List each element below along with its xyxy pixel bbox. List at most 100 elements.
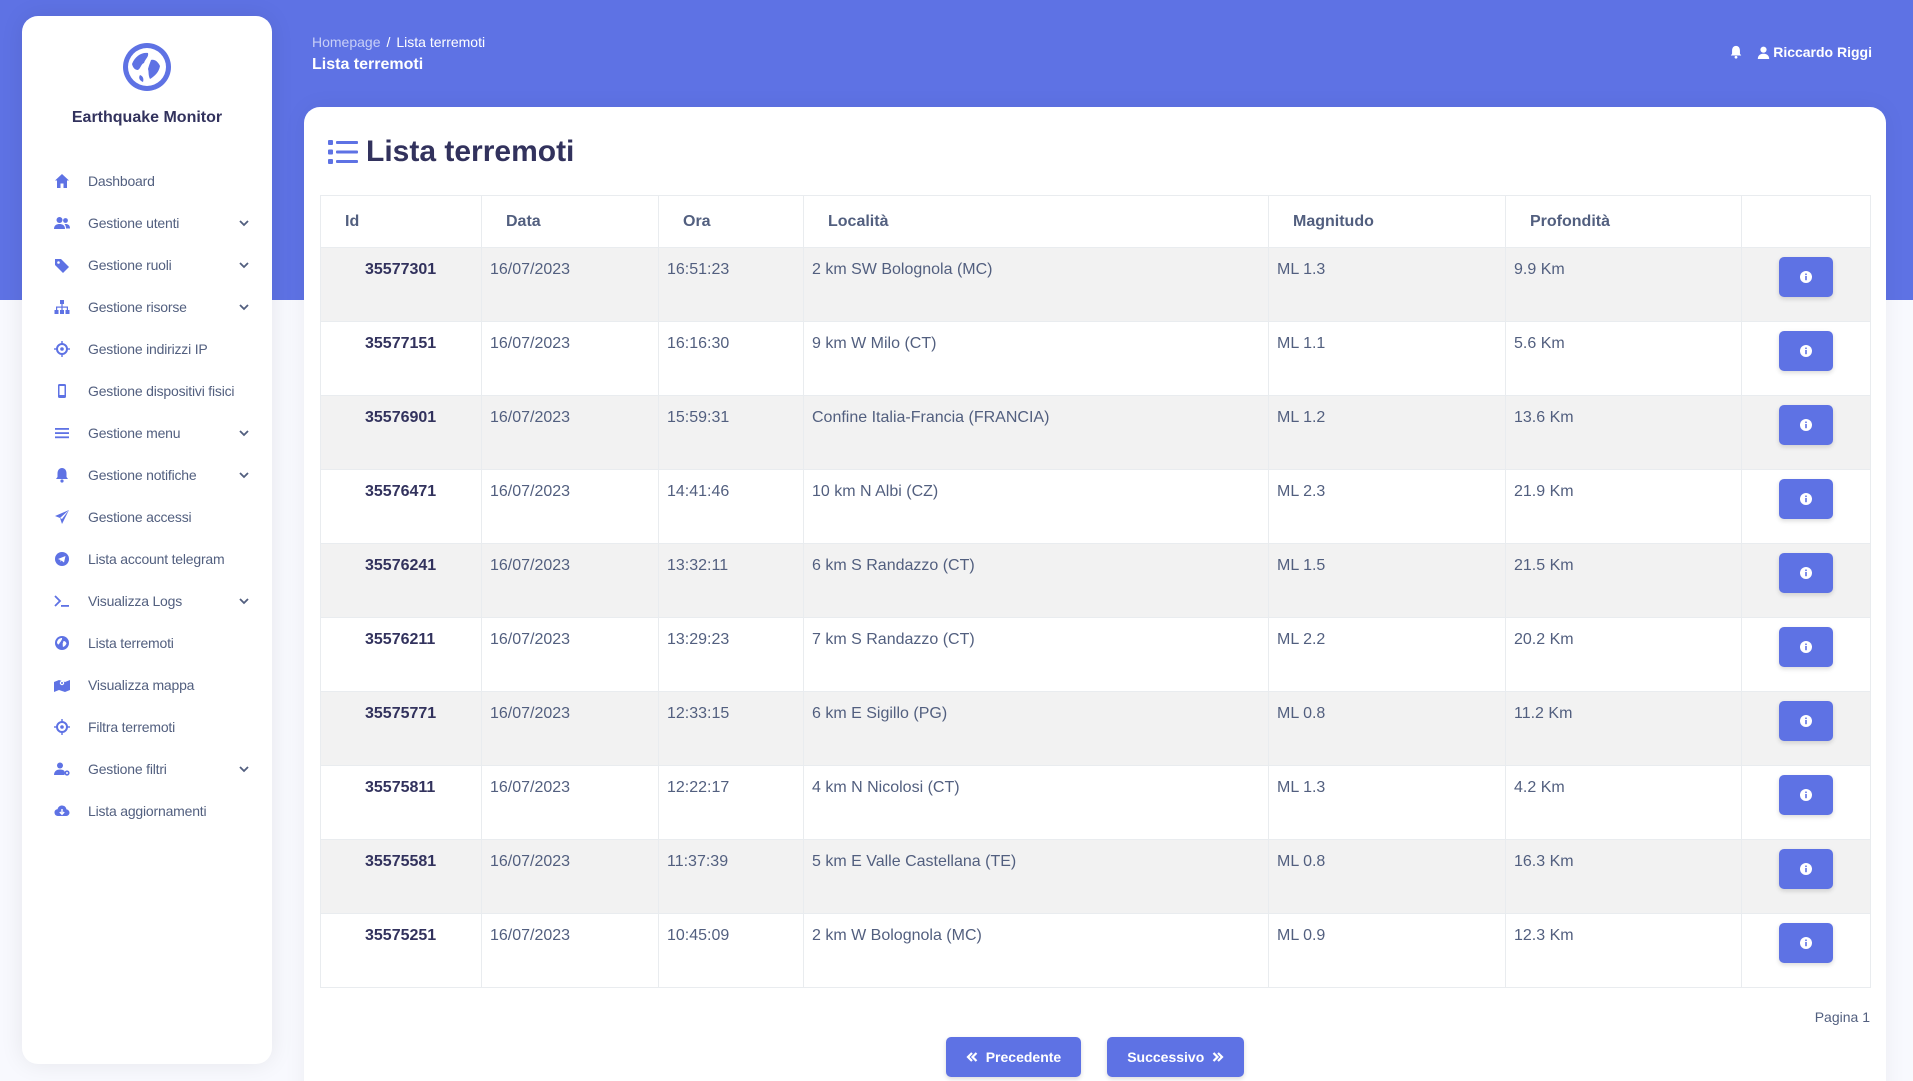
sidebar-item-visualizza-mappa[interactable]: Visualizza mappa xyxy=(22,664,272,706)
cell-magnitudo: ML 1.2 xyxy=(1268,395,1506,470)
info-button[interactable] xyxy=(1779,923,1833,963)
page-title-text: Lista terremoti xyxy=(366,135,575,168)
column-header-localita[interactable]: Località xyxy=(803,195,1269,248)
notifications-bell-icon[interactable] xyxy=(1729,45,1743,59)
column-header-magnitudo[interactable]: Magnitudo xyxy=(1268,195,1506,248)
info-button[interactable] xyxy=(1779,553,1833,593)
mobile-icon xyxy=(53,382,71,400)
pagination: Precedente Successivo xyxy=(304,1037,1886,1077)
cell-id: 35575771 xyxy=(320,691,482,766)
cell-profondita: 5.6 Km xyxy=(1505,321,1742,396)
crosshair-icon xyxy=(53,340,71,358)
double-chevron-right-icon xyxy=(1212,1052,1224,1062)
sidebar-item-gestione-filtri[interactable]: Gestione filtri xyxy=(22,748,272,790)
globe-logo-icon xyxy=(123,43,171,91)
cell-actions xyxy=(1741,913,1871,988)
sidebar-item-gestione-notifiche[interactable]: Gestione notifiche xyxy=(22,454,272,496)
cell-ora: 13:32:11 xyxy=(658,543,804,618)
cell-ora: 13:29:23 xyxy=(658,617,804,692)
user-name-link[interactable]: Riccardo Riggi xyxy=(1773,44,1872,60)
cell-actions xyxy=(1741,395,1871,470)
previous-page-label: Precedente xyxy=(985,1049,1062,1065)
sidebar-item-filtra-terremoti[interactable]: Filtra terremoti xyxy=(22,706,272,748)
sitemap-icon xyxy=(53,298,71,316)
table-row: 35575771 16/07/2023 12:33:15 6 km E Sigi… xyxy=(320,691,1871,766)
cell-ora: 14:41:46 xyxy=(658,469,804,544)
telegram-icon xyxy=(53,550,71,568)
sidebar-item-gestione-dispositivi-fisici[interactable]: Gestione dispositivi fisici xyxy=(22,370,272,412)
header-page-title: Lista terremoti xyxy=(312,56,424,73)
sidebar-item-dashboard[interactable]: Dashboard xyxy=(22,160,272,202)
cell-id: 35576211 xyxy=(320,617,482,692)
chevron-down-icon[interactable] xyxy=(238,426,250,438)
info-button[interactable] xyxy=(1779,849,1833,889)
cell-data: 16/07/2023 xyxy=(481,247,659,322)
previous-page-button[interactable]: Precedente xyxy=(945,1037,1082,1077)
cell-localita: 2 km W Bolognola (MC) xyxy=(803,913,1269,988)
sidebar-item-lista-terremoti[interactable]: Lista terremoti xyxy=(22,622,272,664)
info-button[interactable] xyxy=(1779,775,1833,815)
info-button[interactable] xyxy=(1779,479,1833,519)
cell-localita: 10 km N Albi (CZ) xyxy=(803,469,1269,544)
table-row: 35575581 16/07/2023 11:37:39 5 km E Vall… xyxy=(320,839,1871,914)
column-header-id[interactable]: Id xyxy=(320,195,482,248)
sidebar-item-visualizza-logs[interactable]: Visualizza Logs xyxy=(22,580,272,622)
info-icon xyxy=(1800,789,1812,801)
sidebar-item-label: Lista account telegram xyxy=(88,551,225,567)
column-header-profondita[interactable]: Profondità xyxy=(1505,195,1742,248)
info-icon xyxy=(1800,641,1812,653)
sidebar-item-lista-aggiornamenti[interactable]: Lista aggiornamenti xyxy=(22,790,272,832)
cell-id: 35577151 xyxy=(320,321,482,396)
info-button[interactable] xyxy=(1779,257,1833,297)
globe-icon xyxy=(53,634,71,652)
sidebar-item-gestione-ruoli[interactable]: Gestione ruoli xyxy=(22,244,272,286)
sidebar-item-label: Gestione accessi xyxy=(88,509,192,525)
user-gear-icon xyxy=(53,760,71,778)
cell-localita: 9 km W Milo (CT) xyxy=(803,321,1269,396)
page-indicator: Pagina 1 xyxy=(1814,1009,1870,1025)
chevron-down-icon[interactable] xyxy=(238,300,250,312)
logo[interactable] xyxy=(22,42,272,92)
cell-magnitudo: ML 0.8 xyxy=(1268,839,1506,914)
cell-localita: 2 km SW Bolognola (MC) xyxy=(803,247,1269,322)
cell-profondita: 11.2 Km xyxy=(1505,691,1742,766)
sidebar-item-lista-account-telegram[interactable]: Lista account telegram xyxy=(22,538,272,580)
cell-magnitudo: ML 1.5 xyxy=(1268,543,1506,618)
next-page-button[interactable]: Successivo xyxy=(1107,1037,1245,1077)
info-button[interactable] xyxy=(1779,405,1833,445)
chevron-down-icon[interactable] xyxy=(238,258,250,270)
sidebar-item-label: Visualizza mappa xyxy=(88,677,195,693)
info-icon xyxy=(1800,419,1812,431)
cell-profondita: 20.2 Km xyxy=(1505,617,1742,692)
sidebar-item-label: Gestione filtri xyxy=(88,761,167,777)
bell-icon xyxy=(53,466,71,484)
cell-profondita: 12.3 Km xyxy=(1505,913,1742,988)
cell-id: 35576241 xyxy=(320,543,482,618)
page-title: Lista terremoti xyxy=(328,135,574,169)
chevron-down-icon[interactable] xyxy=(238,468,250,480)
column-header-ora[interactable]: Ora xyxy=(658,195,804,248)
breadcrumb-home-link[interactable]: Homepage xyxy=(312,34,381,50)
sidebar-item-gestione-utenti[interactable]: Gestione utenti xyxy=(22,202,272,244)
chevron-down-icon[interactable] xyxy=(238,594,250,606)
table-row: 35576241 16/07/2023 13:32:11 6 km S Rand… xyxy=(320,543,1871,618)
tags-icon xyxy=(53,256,71,274)
sidebar-item-gestione-indirizzi-ip[interactable]: Gestione indirizzi IP xyxy=(22,328,272,370)
cell-ora: 12:22:17 xyxy=(658,765,804,840)
cell-profondita: 16.3 Km xyxy=(1505,839,1742,914)
sidebar-item-label: Gestione dispositivi fisici xyxy=(88,383,235,399)
sidebar-item-label: Gestione ruoli xyxy=(88,257,172,273)
info-button[interactable] xyxy=(1779,627,1833,667)
info-button[interactable] xyxy=(1779,701,1833,741)
sidebar: Earthquake Monitor Dashboard Gestione ut… xyxy=(22,16,272,1064)
sidebar-item-gestione-accessi[interactable]: Gestione accessi xyxy=(22,496,272,538)
chevron-down-icon[interactable] xyxy=(238,216,250,228)
chevron-down-icon[interactable] xyxy=(238,762,250,774)
sidebar-item-gestione-menu[interactable]: Gestione menu xyxy=(22,412,272,454)
sidebar-item-gestione-risorse[interactable]: Gestione risorse xyxy=(22,286,272,328)
sidebar-item-label: Dashboard xyxy=(88,173,155,189)
next-page-label: Successivo xyxy=(1127,1049,1205,1065)
column-header-data[interactable]: Data xyxy=(481,195,659,248)
user-area: Riccardo Riggi xyxy=(1729,44,1872,60)
info-button[interactable] xyxy=(1779,331,1833,371)
